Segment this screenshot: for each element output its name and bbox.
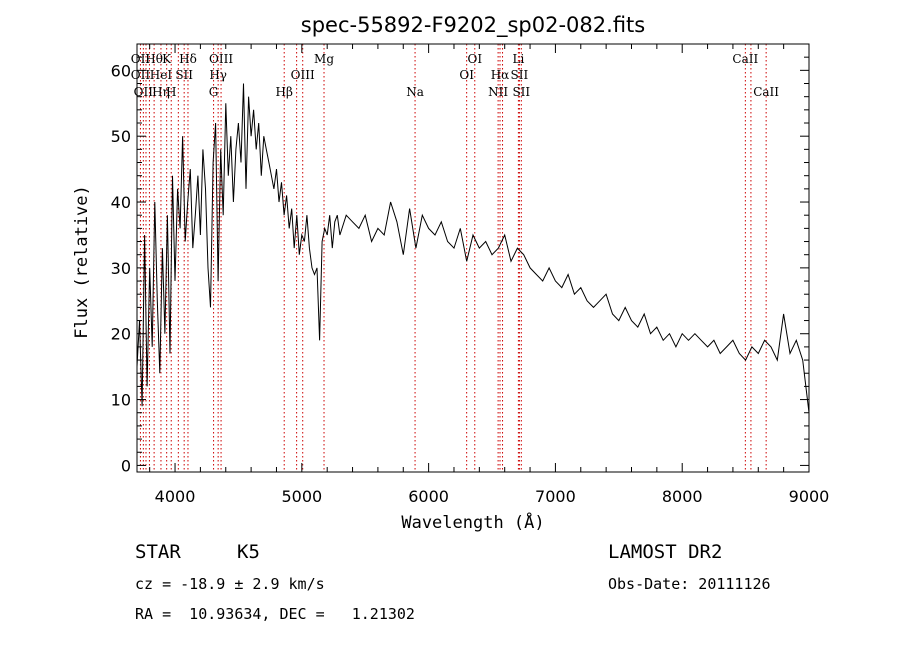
spectral-line-label: OII (131, 52, 151, 66)
chart-title: spec-55892-F9202_sp02-082.fits (301, 13, 645, 38)
x-axis-label: Wavelength (Å) (401, 511, 544, 533)
spectral-line-label: OIII (291, 68, 315, 82)
plot-frame (136, 43, 810, 473)
spectral-line-label: NII (488, 85, 508, 99)
spectral-line-label: OIII (209, 52, 233, 66)
spectral-line-label: SII (511, 68, 529, 82)
y-tick-label: 60 (111, 61, 131, 80)
y-tick-label: 30 (111, 259, 131, 278)
object-subclass: K5 (237, 541, 260, 563)
spectral-line-markers (139, 44, 767, 472)
observation-date: Obs-Date: 20111126 (608, 575, 771, 593)
spectral-line-label: Hθ (145, 52, 163, 66)
spectral-line-label: Hη (152, 85, 170, 99)
spectral-line-label: Hγ (209, 68, 227, 82)
spectral-line-labels: OIIOIIOIIHθHeIHηKHSIIHδGHγOIIIHβOIIIMgNa… (131, 52, 780, 99)
spectral-line-label: CaII (732, 52, 758, 66)
spectral-line-label: HeI (150, 68, 173, 82)
spectral-line-label: Li (512, 52, 524, 66)
spectral-line-label: Hα (491, 68, 510, 82)
y-axis-label: Flux (relative) (72, 185, 92, 339)
y-tick-label: 40 (111, 193, 131, 212)
y-tick-label: 50 (111, 127, 131, 146)
spectral-line-label: Na (406, 85, 424, 99)
object-class: STAR (135, 541, 181, 563)
spectrum-series-line (136, 83, 810, 413)
spectral-line-label: Hδ (179, 52, 197, 66)
y-tick-label: 0 (121, 456, 131, 475)
survey-name: LAMOST DR2 (608, 541, 723, 563)
spectral-line-label: OII (134, 85, 154, 99)
spectral-line-label: OII (131, 68, 151, 82)
spectral-line-label: SII (512, 85, 530, 99)
x-tick-label: 9000 (789, 487, 830, 506)
spectral-line-label: K (162, 52, 172, 66)
x-tick-label: 6000 (408, 487, 449, 506)
spectral-line-label: OI (459, 68, 474, 82)
spectral-line-label: CaII (753, 85, 779, 99)
y-tick-label: 10 (111, 391, 131, 410)
x-tick-label: 7000 (535, 487, 576, 506)
spectral-line-label: H (166, 85, 176, 99)
x-tick-label: 5000 (281, 487, 322, 506)
spectral-line-label: G (209, 85, 219, 99)
x-axis-ticks: 4000 5000 6000 7000 8000 9000 (149, 44, 830, 506)
spectral-line-label: OI (467, 52, 482, 66)
redshift-value: cz = -18.9 ± 2.9 km/s (135, 575, 325, 593)
y-tick-label: 20 (111, 325, 131, 344)
spectral-line-label: Mg (314, 52, 334, 66)
x-tick-label: 8000 (662, 487, 703, 506)
coordinates: RA = 10.93634, DEC = 1.21302 (135, 605, 415, 623)
x-tick-label: 4000 (155, 487, 196, 506)
y-axis-ticks: 0 10 20 30 40 50 60 (111, 43, 809, 475)
spectral-line-label: Hβ (276, 85, 293, 99)
spectral-line-label: SII (175, 68, 193, 82)
